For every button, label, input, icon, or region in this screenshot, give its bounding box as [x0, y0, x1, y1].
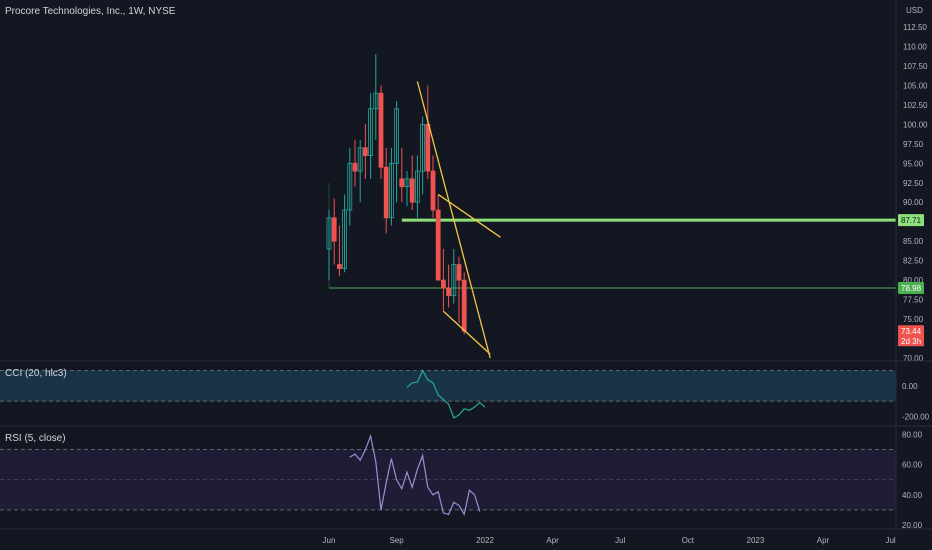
candle-body	[414, 170, 420, 203]
cci-line	[406, 369, 486, 419]
price-line-value: 87.71	[901, 216, 922, 225]
price-axis[interactable]: 70.0072.5075.0077.5080.0082.5085.0087.50…	[898, 23, 928, 363]
price-tick-label: 90.00	[903, 198, 924, 207]
price-line-badge	[898, 282, 924, 295]
candle-body	[347, 162, 353, 211]
time-tick-label: Jul	[615, 536, 625, 545]
rsi-line	[349, 433, 481, 517]
indicator-tick-label: -200.00	[902, 412, 930, 421]
price-tick-label: 97.50	[903, 140, 924, 149]
trendlines[interactable]	[416, 81, 501, 359]
trendline[interactable]	[442, 310, 491, 355]
price-tick-label: 85.00	[903, 237, 924, 246]
price-tick-label: 75.00	[903, 315, 924, 324]
trendline[interactable]	[437, 193, 501, 238]
candle-body	[373, 92, 379, 110]
time-tick-label: Jul	[885, 536, 895, 545]
currency-label: USD	[906, 6, 923, 15]
candle-body	[404, 178, 410, 188]
candle-body	[378, 92, 384, 168]
trendline[interactable]	[416, 81, 491, 359]
price-tick-label: 110.00	[903, 42, 927, 51]
candle-body	[331, 217, 337, 242]
candle-body	[409, 178, 415, 203]
cci-pane[interactable]: 0.00 -200.00	[0, 369, 930, 422]
price-tick-label: 102.50	[903, 101, 928, 110]
candle-body	[342, 209, 348, 269]
indicator-tick-label: 80.00	[902, 431, 923, 440]
rsi-pane[interactable]: 80.00 60.00 40.00 20.00	[0, 431, 923, 530]
candle-body	[399, 178, 405, 188]
indicator-band	[0, 370, 896, 402]
price-tick-label: 80.00	[903, 276, 924, 285]
rsi-title: RSI (5, close)	[5, 433, 66, 444]
candle-body	[461, 279, 467, 332]
pane-dividers[interactable]	[0, 0, 932, 530]
candles	[326, 54, 467, 335]
cci-title: CCI (20, hlc3)	[5, 368, 67, 379]
indicator-tick-label: 60.00	[902, 461, 923, 470]
candle-body	[326, 217, 332, 250]
candle-body	[362, 147, 368, 156]
time-tick-label: Apr	[817, 536, 830, 545]
last-price-value: 73.44	[901, 327, 922, 336]
candle-body	[394, 108, 400, 164]
price-tick-label: 92.50	[903, 179, 924, 188]
candle-body	[430, 170, 436, 211]
price-pane[interactable]	[326, 54, 896, 359]
candle-body	[357, 147, 363, 172]
candle-body	[451, 264, 457, 297]
price-tick-label: 70.00	[903, 354, 924, 363]
candle-body	[456, 264, 462, 281]
time-tick-label: 2022	[476, 536, 494, 545]
price-line-value: 78.98	[901, 284, 922, 293]
price-tick-label: 100.00	[903, 120, 928, 129]
last-price-badge	[898, 325, 924, 347]
time-tick-label: Jun	[323, 536, 336, 545]
price-tick-label: 105.00	[903, 81, 928, 90]
candle-body	[435, 209, 441, 281]
time-axis[interactable]: Jun Sep 2022 Apr Jul Oct 2023 Apr Jul	[323, 536, 896, 545]
indicator-tick-label: 40.00	[902, 491, 923, 500]
indicator-tick-label: 0.00	[902, 382, 918, 391]
candle-body	[440, 279, 446, 289]
candle-body	[446, 287, 452, 297]
price-tick-label: 95.00	[903, 159, 924, 168]
candle-body	[425, 123, 431, 172]
time-tick-label: Sep	[389, 536, 404, 545]
candle-body	[388, 162, 394, 219]
price-tick-label: 112.50	[903, 23, 927, 32]
price-line-badge	[898, 214, 924, 227]
time-tick-label: Apr	[546, 536, 559, 545]
candle-body	[336, 264, 342, 269]
candle-body	[368, 108, 374, 156]
indicator-tick-label: 20.00	[902, 521, 923, 530]
price-tick-label: 82.50	[903, 257, 924, 266]
chart-title: Procore Technologies, Inc., 1W, NYSE	[5, 6, 176, 17]
time-tick-label: Oct	[682, 536, 695, 545]
bar-countdown: 2d 3h	[901, 337, 921, 346]
price-tick-label: 77.50	[903, 296, 924, 305]
time-tick-label: 2023	[747, 536, 765, 545]
candle-body	[352, 162, 358, 172]
candle-body	[383, 166, 389, 219]
price-tick-label: 107.50	[903, 62, 928, 71]
candle-body	[420, 123, 426, 172]
